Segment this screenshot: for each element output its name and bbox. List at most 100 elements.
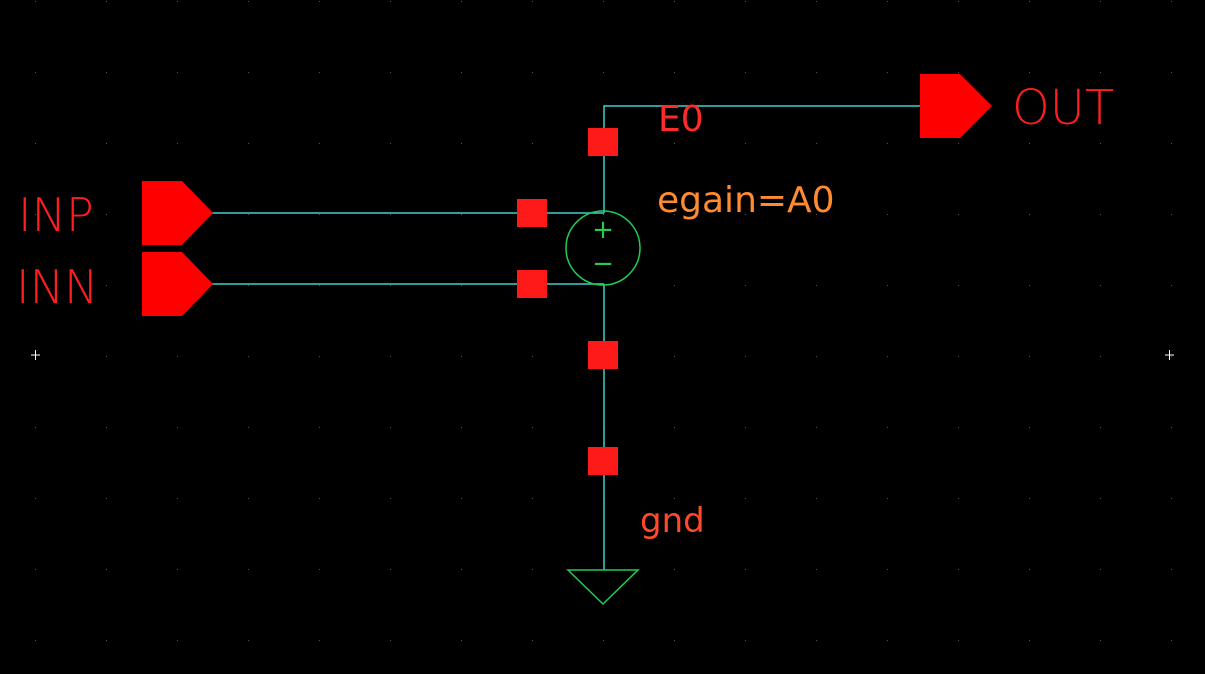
grid-dot — [958, 498, 959, 499]
grid-dot — [35, 640, 36, 641]
grid-dot — [887, 143, 888, 144]
grid-dot — [1171, 214, 1172, 215]
grid-dot — [532, 569, 533, 570]
grid-dot — [248, 569, 249, 570]
grid-dot — [745, 640, 746, 641]
pin-label-out: OUT — [1012, 80, 1115, 136]
grid-dot — [887, 285, 888, 286]
grid-dot — [603, 72, 604, 73]
ground-triangle-icon[interactable] — [566, 569, 640, 606]
grid-dot — [461, 143, 462, 144]
grid-dot — [887, 356, 888, 357]
grid-dot — [1171, 143, 1172, 144]
grid-dot — [106, 72, 107, 73]
pin-label-inn: INN — [16, 260, 99, 314]
terminal-gnd-icon[interactable] — [588, 447, 618, 475]
grid-dot — [1171, 498, 1172, 499]
grid-dot — [816, 640, 817, 641]
grid-dot — [1100, 569, 1101, 570]
grid-dot — [1029, 640, 1030, 641]
grid-dot — [248, 356, 249, 357]
grid-dot — [390, 143, 391, 144]
grid-dot — [745, 498, 746, 499]
grid-dot — [390, 427, 391, 428]
grid-dot — [248, 1, 249, 2]
instance-param-label: egain=A0 — [657, 180, 835, 221]
grid-dot — [106, 569, 107, 570]
grid-dot — [745, 72, 746, 73]
grid-dot — [1100, 356, 1101, 357]
grid-dot — [603, 640, 604, 641]
grid-dot — [461, 569, 462, 570]
grid-dot — [674, 640, 675, 641]
grid-dot — [177, 143, 178, 144]
grid-dot — [674, 1, 675, 2]
grid-dot — [177, 569, 178, 570]
grid-dot — [1029, 1, 1030, 2]
grid-dot — [1171, 1, 1172, 2]
grid-dot — [177, 498, 178, 499]
terminal-inn-icon[interactable] — [517, 270, 547, 298]
grid-dot — [248, 143, 249, 144]
grid-dot — [35, 72, 36, 73]
grid-dot — [745, 569, 746, 570]
grid-dot — [461, 640, 462, 641]
pin-inn-icon[interactable] — [142, 252, 213, 316]
grid-dot — [390, 569, 391, 570]
grid-dot — [816, 72, 817, 73]
grid-dot — [958, 214, 959, 215]
grid-dot — [1100, 427, 1101, 428]
grid-dot — [106, 214, 107, 215]
grid-dot — [603, 1, 604, 2]
grid-dot — [390, 1, 391, 2]
grid-dot — [461, 498, 462, 499]
terminal-mid-icon[interactable] — [588, 341, 618, 369]
grid-dot — [319, 356, 320, 357]
grid-dot — [532, 498, 533, 499]
grid-dot — [248, 285, 249, 286]
grid-dot — [532, 143, 533, 144]
grid-dot — [319, 640, 320, 641]
grid-dot — [390, 356, 391, 357]
grid-dot — [887, 72, 888, 73]
origin-marker-right — [1165, 350, 1174, 360]
grid-dot — [603, 214, 604, 215]
grid-dot — [958, 427, 959, 428]
grid-dot — [319, 1, 320, 2]
grid-dot — [319, 143, 320, 144]
grid-dot — [674, 285, 675, 286]
grid-dot — [461, 427, 462, 428]
grid-dot — [816, 285, 817, 286]
grid-dot — [461, 214, 462, 215]
grid-dot — [1029, 569, 1030, 570]
grid-dot — [106, 498, 107, 499]
grid-dot — [248, 640, 249, 641]
grid-dot — [106, 143, 107, 144]
grid-dot — [1029, 285, 1030, 286]
pin-out-icon[interactable] — [920, 74, 992, 138]
grid-dot — [1171, 72, 1172, 73]
grid-dot — [319, 569, 320, 570]
vcvs-source-icon[interactable] — [565, 210, 641, 286]
grid-dot — [35, 1, 36, 2]
grid-dot — [35, 214, 36, 215]
terminal-inp-icon[interactable] — [517, 199, 547, 227]
terminal-out-icon[interactable] — [588, 128, 618, 156]
grid-dot — [248, 72, 249, 73]
grid-dot — [390, 285, 391, 286]
grid-dot — [1029, 72, 1030, 73]
grid-dot — [1171, 427, 1172, 428]
grid-dot — [390, 498, 391, 499]
grid-dot — [745, 285, 746, 286]
pin-inp-icon[interactable] — [142, 181, 213, 245]
grid-dot — [177, 640, 178, 641]
grid-dot — [674, 72, 675, 73]
wire-out[interactable] — [603, 105, 920, 140]
grid-dot — [461, 1, 462, 2]
grid-dot — [816, 498, 817, 499]
grid-dot — [958, 143, 959, 144]
grid-dot — [816, 569, 817, 570]
grid-dot — [532, 1, 533, 2]
